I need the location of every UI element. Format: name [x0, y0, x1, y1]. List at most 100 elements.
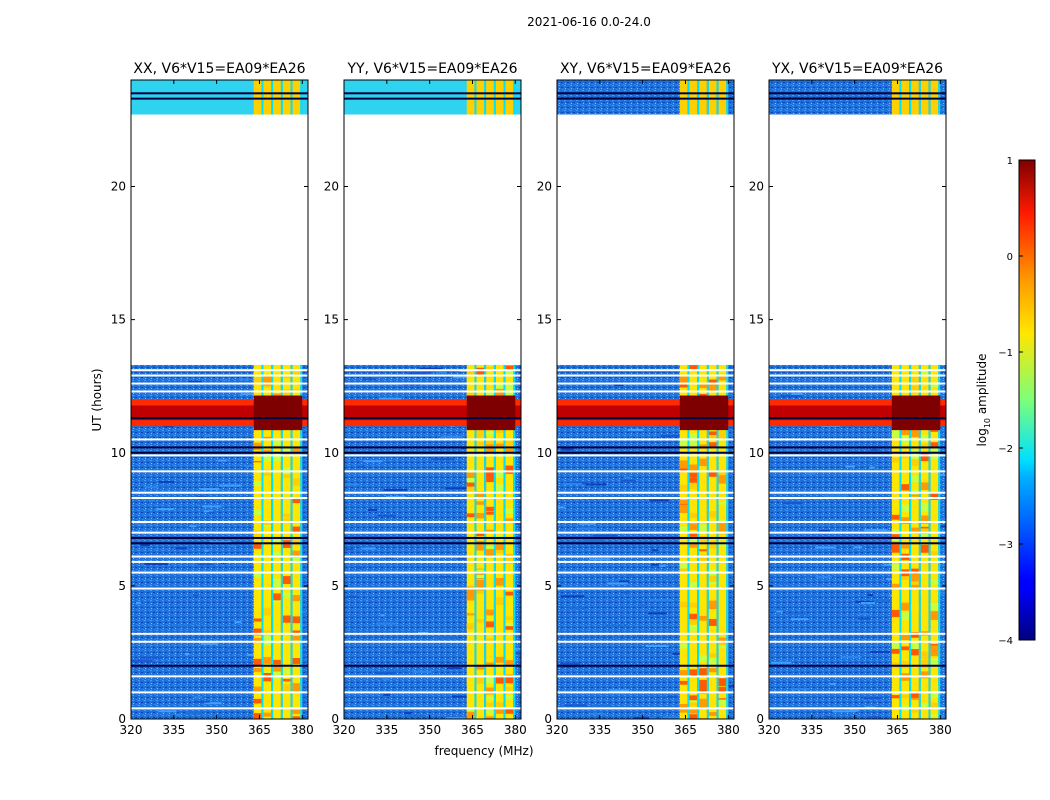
- rfi-cell: [689, 602, 698, 608]
- rfi-cell: [495, 443, 504, 447]
- y-tick-label: 5: [544, 579, 552, 593]
- rfi-cell: [699, 536, 707, 543]
- noise-strip: [593, 534, 618, 537]
- noise-strip: [869, 466, 875, 469]
- rfi-cell: [920, 528, 929, 534]
- rfi-cell: [495, 708, 504, 714]
- noise-strip: [196, 495, 207, 498]
- flag-line: [769, 640, 946, 643]
- noise-strip: [228, 557, 251, 560]
- rfi-cell: [253, 628, 262, 636]
- rfi-cell: [911, 376, 919, 385]
- rfi-cell: [891, 457, 900, 463]
- flag-line: [557, 632, 734, 635]
- y-tick-label: 15: [324, 313, 339, 327]
- noise-strip: [144, 486, 159, 489]
- rfi-cell: [466, 545, 475, 551]
- flag-line: [557, 369, 734, 372]
- flag-line: [131, 531, 308, 534]
- rfi-cell: [486, 549, 494, 557]
- panel-title: XY, V6*V15=EA09*EA26: [560, 61, 731, 77]
- noise-strip: [305, 658, 308, 661]
- rfi-cell: [718, 523, 727, 532]
- rfi-cell: [891, 643, 900, 650]
- noise-strip: [564, 704, 587, 707]
- noise-strip: [563, 482, 583, 485]
- noise-strip: [158, 485, 176, 488]
- rfi-cell: [263, 607, 272, 616]
- rfi-cell: [466, 375, 475, 384]
- rfi-cell: [263, 440, 272, 450]
- noise-strip: [771, 661, 792, 664]
- y-tick-label: 0: [756, 712, 764, 726]
- rfi-cell: [708, 442, 717, 448]
- noise-strip: [175, 547, 188, 550]
- rfi-cell: [273, 552, 281, 559]
- noise-strip: [618, 580, 630, 583]
- noise-strip: [224, 648, 235, 651]
- noise-strip: [192, 594, 199, 597]
- noise-strip: [832, 710, 856, 713]
- noise-strip: [637, 634, 643, 637]
- rfi-cell: [495, 484, 504, 493]
- rfi-cell: [263, 483, 272, 491]
- flag-line: [769, 632, 946, 635]
- rfi-cell: [930, 383, 939, 388]
- x-tick-label: 335: [162, 723, 185, 737]
- noise-strip: [376, 672, 396, 675]
- flag-line: [557, 470, 734, 473]
- rfi-cell: [911, 641, 919, 650]
- noise-strip: [404, 712, 412, 715]
- y-tick-label: 20: [537, 180, 552, 194]
- dark-line: [769, 536, 946, 539]
- rfi-cell: [263, 717, 272, 719]
- rfi-cell: [466, 429, 475, 435]
- flag-line: [131, 520, 308, 523]
- flag-line: [344, 571, 521, 574]
- noise-strip: [174, 714, 181, 717]
- panel-image: [557, 80, 734, 719]
- noise-strip: [434, 637, 458, 640]
- rfi-column-upper: [930, 80, 939, 115]
- rfi-cell: [253, 658, 262, 667]
- rfi-cell: [699, 668, 707, 676]
- noise-strip: [814, 546, 836, 549]
- panel-title: XX, V6*V15=EA09*EA26: [133, 61, 305, 77]
- panel-xx: XX, V6*V15=EA09*EA26 320 335 350 365 380 0 5 10 1…: [111, 61, 314, 737]
- noise-strip: [781, 582, 788, 585]
- rfi-cell: [911, 572, 919, 582]
- rfi-cell: [699, 383, 707, 388]
- y-tick-label: 15: [749, 313, 764, 327]
- noise-strip: [806, 472, 816, 475]
- rfi-cell: [901, 660, 910, 668]
- panel-image: [344, 80, 521, 719]
- rfi-cell: [486, 529, 494, 534]
- rfi-cell: [699, 712, 707, 717]
- noise-strip: [156, 508, 175, 511]
- rfi-column: [505, 364, 514, 719]
- y-tick-label: 0: [331, 712, 339, 726]
- noise-strip: [158, 481, 175, 484]
- noise-strip: [358, 465, 364, 468]
- dark-line: [344, 446, 521, 449]
- rfi-cell: [263, 475, 272, 483]
- rfi-cell: [891, 544, 900, 553]
- rfi-cell: [901, 646, 910, 651]
- rfi-cell: [689, 472, 698, 478]
- noise-strip: [646, 717, 657, 719]
- noise-strip: [567, 607, 586, 610]
- noise-strip: [845, 465, 856, 468]
- rfi-cell: [699, 524, 707, 532]
- rfi-cell: [282, 717, 291, 719]
- rfi-cell: [263, 469, 272, 477]
- rfi-cell: [466, 711, 475, 719]
- rfi-cell: [718, 666, 727, 676]
- dark-line: [769, 542, 946, 545]
- rfi-cell: [718, 637, 727, 643]
- colorbar-label-main: log: [975, 428, 989, 446]
- noise-strip: [393, 651, 416, 654]
- noise-strip: [146, 498, 159, 501]
- rfi-cell: [708, 619, 717, 626]
- noise-strip: [425, 371, 431, 374]
